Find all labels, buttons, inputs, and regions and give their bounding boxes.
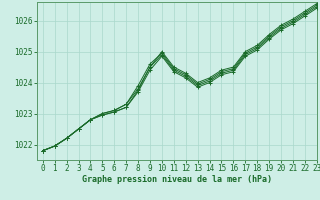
X-axis label: Graphe pression niveau de la mer (hPa): Graphe pression niveau de la mer (hPa) bbox=[82, 175, 272, 184]
